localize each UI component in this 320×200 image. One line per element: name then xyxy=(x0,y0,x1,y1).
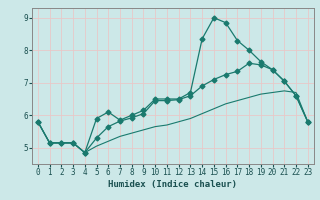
X-axis label: Humidex (Indice chaleur): Humidex (Indice chaleur) xyxy=(108,180,237,189)
